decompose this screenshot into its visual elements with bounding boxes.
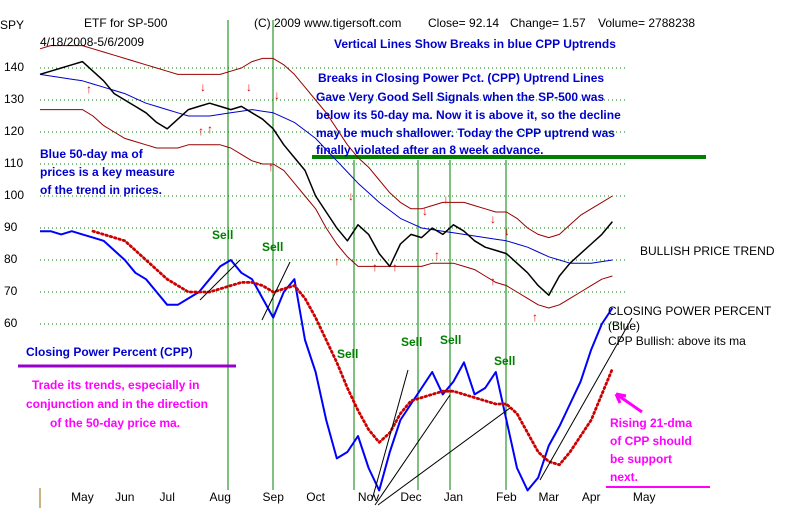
y-tick-label: 70 bbox=[4, 284, 18, 298]
buy-arrow: ↑ bbox=[532, 310, 538, 324]
trend-line bbox=[199, 259, 241, 301]
y-tick-label: 90 bbox=[4, 220, 18, 234]
buy-arrow: ↑ bbox=[86, 82, 92, 96]
signal-arrows: ↑ ↑ ↑ ↓ ↓ ↓ ↑ ↓ ↑ ↑ ↑ ↓ ↓ ↑ ↓ ↓ ↑ ↑ bbox=[86, 80, 538, 324]
trade-note: Trade its trends, especially in conjunct… bbox=[26, 378, 208, 430]
x-tick-label: Mar bbox=[538, 490, 559, 504]
x-tick-label: Aug bbox=[210, 490, 231, 504]
x-tick-label: Nov bbox=[358, 490, 379, 504]
close: Close= 92.14 bbox=[428, 16, 499, 30]
bullish-label: BULLISH PRICE TREND bbox=[640, 244, 775, 258]
note-line: below its 50-day ma. Now it is above it,… bbox=[316, 108, 621, 122]
date-range: 4/18/2008-5/6/2009 bbox=[40, 35, 144, 49]
grid: 60 70 80 90 100 110 120 130 140 May Jun Jul Aug Sep Oc… bbox=[4, 60, 656, 504]
y-tick-label: 120 bbox=[4, 124, 24, 138]
cpp-note: CPP Bullish: above its ma bbox=[608, 334, 746, 348]
trend-line bbox=[374, 394, 451, 506]
volume: Volume= 2788238 bbox=[598, 16, 695, 30]
buy-arrow: ↑ bbox=[372, 260, 378, 274]
source: (C) 2009 www.tigersoft.com bbox=[254, 16, 401, 30]
x-tick-label: May bbox=[633, 490, 656, 504]
sell-arrow: ↓ bbox=[200, 80, 206, 94]
ma-note: Blue 50-day ma of prices is a key measur… bbox=[40, 147, 175, 197]
breaks-note: Breaks in Closing Power Pct. (CPP) Uptre… bbox=[316, 71, 621, 157]
plot bbox=[39, 45, 614, 492]
note-line: Rising 21-dma bbox=[610, 416, 692, 430]
sell-arrow: ↓ bbox=[348, 189, 354, 203]
trend-line bbox=[539, 317, 633, 481]
x-tick-label: Jan bbox=[444, 490, 463, 504]
y-tick-label: 130 bbox=[4, 92, 24, 106]
buy-arrow: ↑ bbox=[392, 260, 398, 274]
sell-labels: Sell Sell Sell Sell Sell Sell bbox=[212, 228, 515, 368]
x-tick-label: Sep bbox=[263, 490, 285, 504]
note-line: of the trend in prices. bbox=[40, 183, 162, 197]
symbol: SPY bbox=[0, 18, 24, 32]
buy-arrow: ↑ bbox=[334, 254, 340, 268]
series-line bbox=[39, 60, 613, 296]
y-tick-label: 80 bbox=[4, 252, 18, 266]
sell-label: Sell bbox=[401, 335, 422, 349]
buy-arrow: ↑ bbox=[198, 124, 204, 138]
note-line: may be much shallower. Today the CPP upt… bbox=[316, 126, 615, 140]
trend-line bbox=[377, 407, 511, 506]
series-line bbox=[91, 229, 614, 467]
note-line: Trade its trends, especially in bbox=[32, 378, 199, 392]
chart-title: Vertical Lines Show Breaks in blue CPP U… bbox=[334, 37, 616, 51]
note-line: Blue 50-day ma of bbox=[40, 147, 144, 161]
sell-label: Sell bbox=[440, 333, 461, 347]
sell-arrow: ↓ bbox=[274, 88, 280, 102]
x-tick-label: Dec bbox=[400, 490, 421, 504]
x-tick-label: Jun bbox=[115, 490, 134, 504]
note-line: finally violated after an 8 week advance… bbox=[316, 143, 543, 157]
series-line bbox=[40, 109, 613, 309]
pointer-arrow bbox=[614, 392, 643, 414]
trend-line bbox=[371, 369, 409, 501]
x-tick-label: May bbox=[71, 490, 94, 504]
rising-note: Rising 21-dma of CPP should be support n… bbox=[610, 416, 692, 484]
x-tick-label: Oct bbox=[306, 490, 325, 504]
sell-label: Sell bbox=[337, 347, 358, 361]
cpp-label: Closing Power Percent (CPP) bbox=[26, 345, 193, 359]
change: Change= 1.57 bbox=[510, 16, 586, 30]
ticker-name: ETF for SP-500 bbox=[84, 16, 168, 30]
buy-arrow: ↑ bbox=[207, 122, 213, 136]
y-tick-label: 110 bbox=[4, 156, 23, 170]
buy-arrow: ↑ bbox=[490, 274, 496, 288]
note-line: of CPP should bbox=[610, 434, 692, 448]
buy-arrow: ↑ bbox=[268, 160, 274, 174]
note-line: next. bbox=[610, 470, 638, 484]
series-line bbox=[40, 230, 614, 492]
sell-arrow: ↓ bbox=[490, 212, 496, 226]
sell-arrow: ↓ bbox=[443, 192, 449, 206]
note-line: of the 50-day price ma. bbox=[50, 416, 180, 430]
note-line: conjunction and in the direction bbox=[26, 397, 208, 411]
y-tick-label: 140 bbox=[4, 60, 24, 74]
sell-label: Sell bbox=[212, 228, 233, 242]
sell-arrow: ↓ bbox=[246, 80, 252, 94]
y-tick-label: 60 bbox=[4, 316, 18, 330]
trend-line bbox=[261, 261, 291, 321]
sell-arrow: ↓ bbox=[504, 224, 510, 238]
cpp-subtitle: (Blue) bbox=[608, 319, 640, 333]
series-line bbox=[39, 45, 613, 239]
sell-arrow: ↓ bbox=[422, 204, 428, 218]
sell-label: Sell bbox=[494, 354, 515, 368]
note-line: be support bbox=[610, 452, 672, 466]
y-tick-label: 100 bbox=[4, 188, 24, 202]
x-tick-label: Jul bbox=[160, 490, 175, 504]
x-tick-label: Feb bbox=[496, 490, 517, 504]
cpp-title: CLOSING POWER PERCENT bbox=[608, 304, 772, 318]
trend-lines bbox=[199, 259, 633, 506]
sell-label: Sell bbox=[262, 240, 283, 254]
buy-arrow: ↑ bbox=[434, 248, 440, 262]
note-line: prices is a key measure bbox=[40, 165, 175, 179]
note-line: Breaks in Closing Power Pct. (CPP) Uptre… bbox=[318, 71, 604, 85]
note-line: Gave Very Good Sell Signals when the SP-… bbox=[316, 90, 604, 104]
break-lines bbox=[227, 20, 507, 490]
series-line bbox=[39, 73, 613, 264]
x-tick-label: Apr bbox=[582, 490, 601, 504]
